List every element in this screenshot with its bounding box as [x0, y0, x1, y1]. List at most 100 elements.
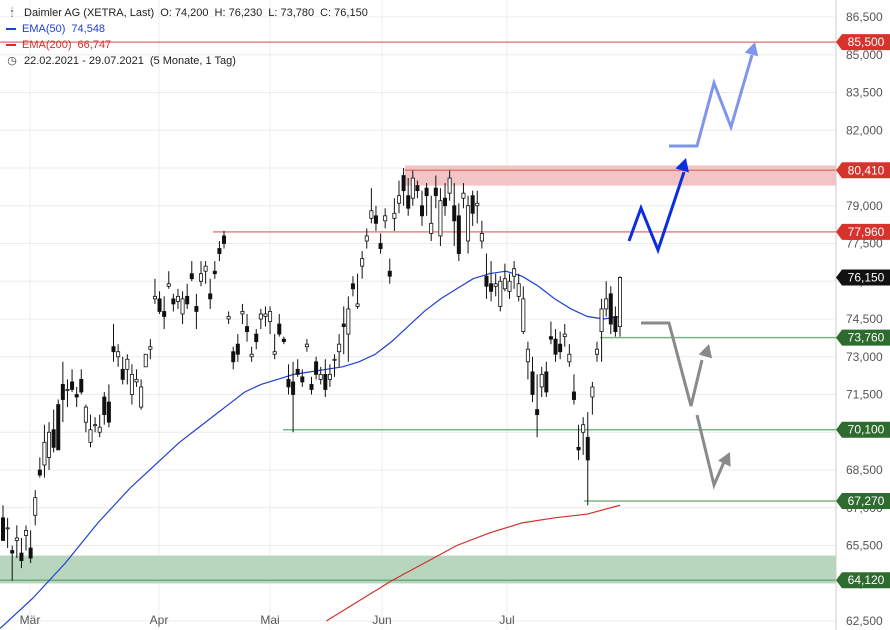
legend-open: O: 74,200	[160, 7, 209, 19]
candle-body	[166, 283, 171, 287]
candle-body	[185, 295, 190, 305]
candle-body	[327, 373, 332, 380]
legend-period: (5 Monate, 1 Tag)	[149, 55, 236, 67]
candle-body	[194, 306, 199, 312]
candle-body	[281, 338, 286, 343]
legend-date-range: 22.02.2021 - 29.07.2021	[24, 55, 144, 67]
candle-body	[350, 283, 355, 290]
legend-low: L: 73,780	[268, 7, 315, 19]
candle-body	[323, 373, 328, 390]
ema200-swatch	[6, 44, 16, 46]
candle-body	[608, 293, 613, 325]
legend-period-row: ◷ 22.02.2021 - 29.07.2021 (5 Monate, 1 T…	[6, 53, 368, 69]
candle-body	[585, 436, 590, 461]
candle-body	[74, 394, 79, 398]
candle-body	[189, 273, 194, 280]
bearish-arrowhead-2	[718, 452, 731, 467]
bullish-arrow-primary	[627, 171, 686, 255]
bullish-arrowhead-extension	[744, 42, 759, 57]
candle-body	[502, 278, 507, 290]
candle-body	[484, 275, 489, 287]
candle-body	[346, 308, 351, 335]
candle-body	[42, 441, 47, 466]
price-badge-label: 80,410	[848, 163, 885, 177]
legend-close: C: 76,150	[320, 7, 368, 19]
candlestick-chart-icon: 🕯	[10, 7, 14, 19]
candle-body	[65, 389, 70, 391]
price-badge-label: 77,960	[848, 225, 885, 239]
candle-body	[571, 391, 576, 400]
price-badge-label: 67,270	[848, 494, 885, 508]
candle-body	[360, 258, 365, 267]
y-tick-label: 73,000	[846, 350, 883, 364]
candle-body	[286, 378, 291, 388]
bearish-arrowhead-1	[698, 344, 713, 359]
candle-body	[277, 323, 282, 335]
candle-body	[415, 185, 420, 192]
candle-body	[116, 351, 121, 358]
legend-header-row: 🕯 Daimler AG (XETRA, Last) O: 74,200 H: …	[6, 5, 368, 21]
candle-body	[19, 552, 24, 561]
candle-body	[143, 353, 148, 368]
candle-body	[180, 298, 185, 315]
candle-body	[332, 358, 337, 361]
candle-body	[198, 273, 203, 282]
candle-body	[33, 497, 38, 516]
candle-body	[558, 343, 563, 353]
candle-body	[512, 268, 517, 277]
candle-body	[420, 205, 425, 217]
price-badge	[836, 329, 890, 346]
candle-body	[97, 426, 102, 433]
candle-body	[222, 235, 227, 244]
y-tick-label: 86,500	[846, 10, 883, 24]
candle-body	[553, 338, 558, 355]
bullish-arrow-extension	[669, 54, 754, 148]
candle-body	[263, 313, 268, 317]
support-zone	[0, 555, 836, 584]
price-badge	[836, 421, 890, 438]
candle-body	[291, 381, 296, 395]
candle-body	[0, 517, 6, 541]
ema50-swatch	[6, 28, 16, 30]
candle-body	[318, 373, 323, 380]
candle-body	[88, 429, 93, 443]
candle-body	[162, 311, 167, 317]
legend-instrument: Daimler AG (XETRA, Last)	[24, 7, 155, 19]
candle-body	[594, 348, 599, 355]
y-tick-label: 83,500	[846, 86, 883, 100]
candle-body	[56, 404, 61, 451]
candle-body	[443, 197, 448, 207]
price-badge-label: 85,500	[848, 35, 885, 49]
candle-body	[203, 265, 208, 272]
candle-body	[369, 210, 374, 219]
candle-body	[604, 298, 609, 310]
candle-body	[268, 311, 273, 322]
ema200-line	[326, 504, 621, 622]
x-tick-label: Jun	[372, 613, 391, 627]
candle-body	[125, 358, 130, 370]
price-badge-label: 70,100	[848, 423, 885, 437]
candle-body	[111, 346, 116, 353]
candle-body	[341, 323, 346, 327]
x-tick-label: Apr	[150, 613, 169, 627]
candle-body	[599, 308, 604, 332]
price-badge	[836, 269, 890, 286]
price-badge	[836, 223, 890, 240]
candle-body	[37, 469, 42, 476]
candle-body	[304, 343, 309, 348]
candle-body	[139, 386, 144, 408]
candle-body	[613, 316, 618, 332]
candle-body	[567, 353, 572, 363]
candle-body	[438, 200, 443, 237]
candle-body	[618, 277, 623, 327]
candle-body	[521, 298, 526, 332]
price-badge-label: 76,150	[848, 270, 885, 284]
candle-body	[240, 311, 245, 315]
candle-body	[424, 187, 429, 197]
clock-icon: ◷	[7, 55, 17, 67]
bullish-arrowhead-primary	[675, 158, 689, 173]
y-tick-label: 82,000	[846, 123, 883, 137]
ema200-label: EMA(200)	[22, 39, 72, 51]
